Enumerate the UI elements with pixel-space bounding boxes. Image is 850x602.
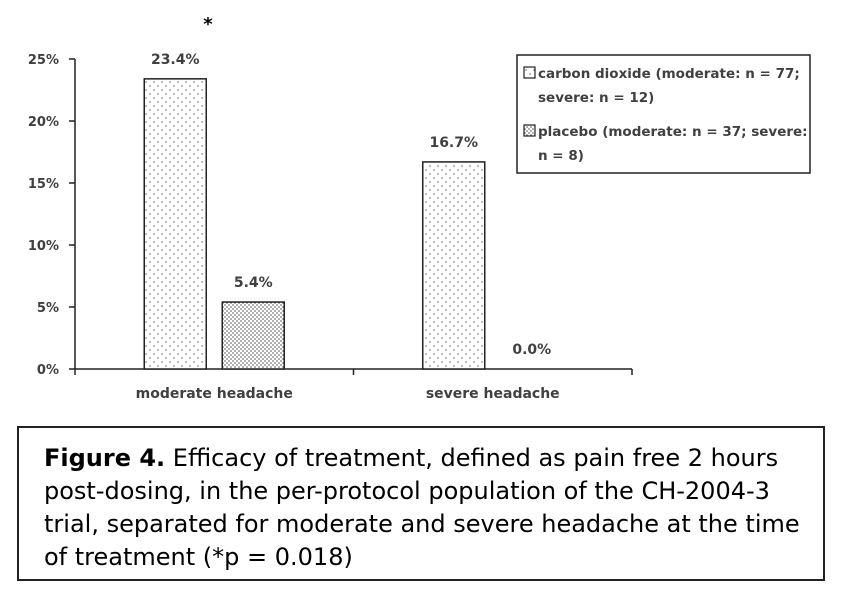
legend: carbon dioxide (moderate: n = 77; severe…	[516, 54, 811, 174]
legend-label-placebo-line2: n = 8)	[538, 148, 584, 164]
legend-box	[516, 54, 811, 174]
x-category-label: moderate headache	[136, 386, 293, 402]
bars	[143, 78, 486, 370]
y-tick-label: 5%	[37, 301, 59, 316]
legend-swatch-placebo	[523, 124, 536, 137]
figure-caption: Figure 4. Efficacy of treatment, defined…	[17, 426, 825, 581]
legend-label-carbon-dioxide-line2: severe: n = 12)	[538, 90, 654, 106]
y-tick-label: 10%	[28, 239, 59, 254]
axes: 0% 5% 10% 15% 20% 25% moderate headache severe …	[28, 53, 633, 402]
caption-label: Figure 4.	[44, 444, 166, 472]
y-tick-label: 25%	[28, 53, 59, 68]
bar	[422, 161, 486, 370]
bar	[221, 301, 285, 370]
data-label: 5.4%	[234, 275, 273, 291]
legend-swatch-carbon-dioxide	[523, 66, 536, 79]
y-tick-label: 15%	[28, 177, 59, 192]
data-labels: 23.4% 16.7% 5.4% 0.0%	[151, 52, 551, 358]
bar-chart: 0% 5% 10% 15% 20% 25% moderate headache severe …	[28, 14, 811, 402]
legend-label-placebo-line1: placebo (moderate: n = 37; severe:	[538, 124, 808, 140]
data-label: 16.7%	[429, 135, 478, 151]
data-label: 23.4%	[151, 52, 200, 68]
y-tick-label: 20%	[28, 115, 59, 130]
x-category-label: severe headache	[426, 386, 560, 402]
significance-marker: *	[203, 14, 213, 35]
y-tick-label: 0%	[37, 363, 59, 378]
caption-text: Efficacy of treatment, defined as pain f…	[44, 444, 800, 571]
legend-label-carbon-dioxide-line1: carbon dioxide (moderate: n = 77;	[538, 66, 800, 82]
bar	[143, 78, 207, 370]
data-label: 0.0%	[512, 342, 551, 358]
